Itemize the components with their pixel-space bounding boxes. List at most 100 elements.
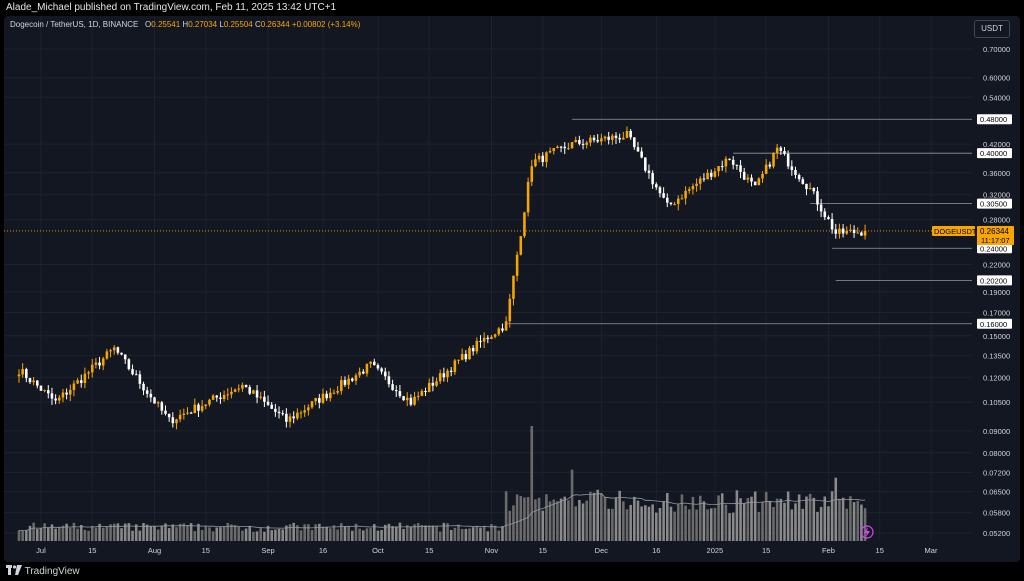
candle-body: [435, 381, 438, 386]
candle-body: [479, 340, 482, 342]
volume-bar: [347, 526, 350, 541]
candle-body: [274, 408, 277, 412]
volume-bar: [299, 530, 303, 541]
volume-bar: [545, 494, 548, 541]
candle-body: [724, 158, 728, 167]
time-tick-label: Sep: [261, 546, 274, 555]
volume-bar: [68, 527, 72, 541]
volume-bar: [47, 527, 50, 541]
volume-bar: [504, 491, 508, 541]
candle-body: [464, 354, 468, 360]
candle-body: [662, 193, 665, 198]
candle-body: [622, 137, 625, 140]
candle-body: [394, 390, 398, 392]
candle-body: [61, 392, 65, 398]
volume-bar: [655, 512, 658, 541]
candle-body: [676, 198, 680, 204]
candle-body: [728, 158, 731, 160]
candle-body: [457, 359, 460, 361]
candle-body: [856, 232, 860, 234]
candle-body: [149, 393, 153, 398]
candle-body: [351, 378, 354, 381]
volume-bar: [431, 525, 435, 541]
candle-body: [596, 140, 599, 142]
symbol-name[interactable]: Dogecoin / TetherUS, 1D, BINANCE: [10, 20, 139, 29]
volume-bar: [394, 526, 398, 541]
level-label: 0.20200: [980, 276, 1007, 285]
candle-body: [153, 397, 156, 404]
volume-bar: [402, 528, 405, 541]
volume-bar: [83, 529, 87, 541]
volume-bar: [321, 526, 325, 541]
volume-bar: [54, 528, 57, 541]
volume-bar: [43, 523, 46, 541]
lightning-icon[interactable]: [860, 525, 874, 539]
volume-bar: [17, 530, 21, 541]
volume-bar: [625, 509, 629, 541]
candle-body: [603, 136, 607, 139]
candle-body: [171, 417, 175, 424]
volume-bar: [735, 490, 739, 541]
candle-body: [90, 364, 94, 373]
price-axis[interactable]: 0.70000 0.60000 0.54000 0.42000 0.36000 0.320…: [977, 45, 1012, 538]
change-value: +0.00802 (+3.14%): [291, 20, 361, 29]
volume-bar: [369, 528, 372, 541]
candle-body: [208, 399, 211, 405]
candle-body: [387, 376, 391, 385]
volume-bar: [537, 497, 541, 541]
volume-bar: [391, 526, 394, 541]
time-tick-label: Aug: [148, 546, 161, 555]
candle-body: [816, 191, 819, 205]
candle-body: [336, 390, 339, 393]
chart-panel[interactable]: 0.70000 0.60000 0.54000 0.42000 0.36000 0.320…: [4, 16, 1020, 562]
candle-body: [39, 385, 43, 391]
candle-body: [786, 153, 790, 167]
tradingview-logo-icon[interactable]: [6, 562, 22, 581]
volume-bar: [680, 494, 684, 541]
candle-body: [471, 347, 475, 352]
volume-bar: [79, 525, 83, 541]
candle-body: [142, 383, 145, 391]
candle-body: [299, 412, 303, 414]
volume-bar: [464, 528, 468, 541]
volume-bar: [120, 528, 123, 541]
price-chart[interactable]: 0.70000 0.60000 0.54000 0.42000 0.36000 0.320…: [4, 16, 1020, 562]
candle-body: [574, 139, 578, 142]
candle-body: [182, 413, 186, 415]
volume-bar: [208, 527, 211, 541]
time-axis[interactable]: Jul 15 Aug 15 Sep 16 Oct 15 Nov 15 Dec 16 2025 15 Feb 1…: [36, 546, 938, 555]
level-badge: [977, 275, 1012, 286]
volume-bar: [274, 529, 277, 541]
candle-body: [552, 148, 556, 151]
candle-body: [600, 138, 603, 142]
volume-bar: [277, 528, 281, 541]
candle-body: [361, 371, 365, 374]
candle-body: [83, 373, 87, 383]
level-badge: [977, 318, 1012, 329]
volume-bar: [365, 528, 369, 541]
volume-bar: [351, 530, 354, 541]
candle-body: [259, 396, 263, 398]
candle-body: [101, 358, 105, 366]
volume-bar: [757, 511, 761, 541]
volume-bar: [453, 527, 457, 541]
volume-bar: [622, 501, 625, 541]
candle-body: [449, 370, 453, 373]
volume-bar: [123, 523, 127, 541]
volume-bar: [112, 523, 116, 541]
candle-body: [307, 407, 310, 411]
volume-bar: [666, 493, 669, 541]
currency-button[interactable]: USDT: [974, 20, 1010, 38]
candle-body: [116, 347, 120, 353]
volume-bar: [343, 526, 347, 541]
volume-bar: [658, 507, 662, 541]
candle-body: [204, 404, 208, 407]
time-tick-label: Nov: [485, 546, 499, 555]
volume-bar: [105, 526, 109, 541]
candles[interactable]: [17, 126, 867, 430]
volume-bar: [310, 530, 314, 541]
price-tick-label: 0.54000: [983, 93, 1010, 102]
volume-bar: [673, 511, 676, 541]
candle-body: [512, 275, 515, 299]
volume-bar: [783, 502, 786, 541]
